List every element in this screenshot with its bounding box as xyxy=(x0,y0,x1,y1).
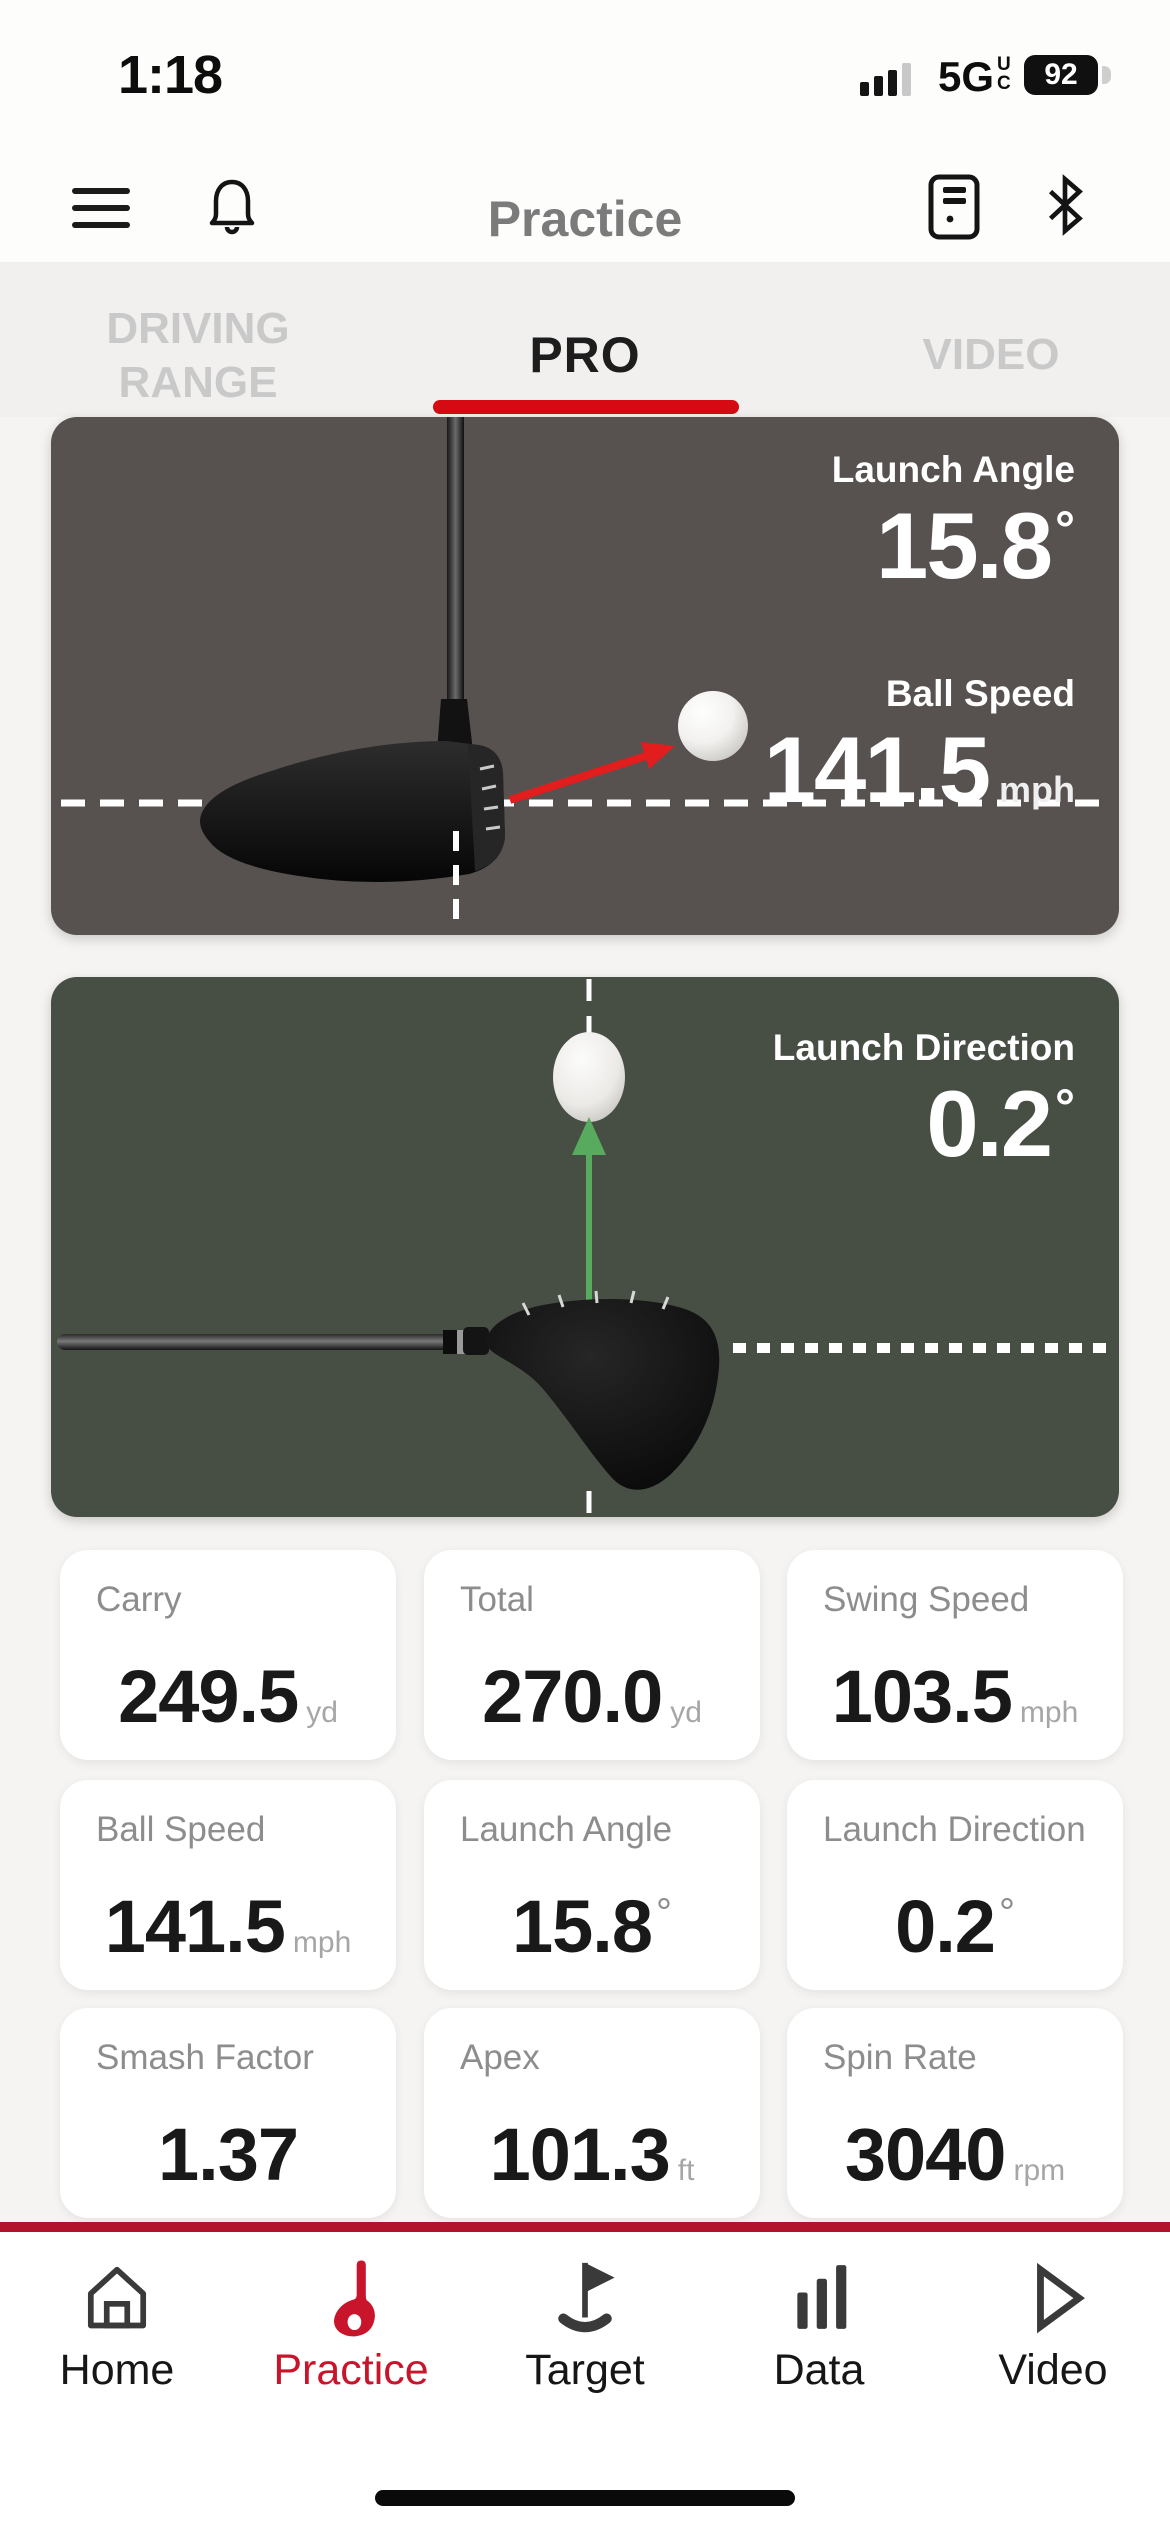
side-view-graphic xyxy=(61,417,1109,929)
golf-ball xyxy=(553,1032,625,1122)
ball-speed-value: 141.5 xyxy=(763,717,991,822)
metric-card-swing-speed: Swing Speed 103.5 mph xyxy=(787,1550,1123,1760)
launch-direction-panel: Launch Direction 0.2° xyxy=(51,977,1119,1517)
home-icon xyxy=(87,2266,147,2329)
top-view-graphic xyxy=(57,979,1109,1513)
metric-card-launch-direction: Launch Direction 0.2 ° xyxy=(787,1780,1123,1990)
target-icon xyxy=(558,2262,615,2333)
metric-card-smash-factor: Smash Factor 1.37 xyxy=(60,2008,396,2218)
menu-icon[interactable] xyxy=(72,188,130,230)
page-title: Practice xyxy=(487,191,683,247)
launch-angle-readout: Launch Angle 15.8° xyxy=(832,449,1075,593)
data-icon xyxy=(797,2265,847,2329)
golf-ball xyxy=(678,691,748,761)
practice-icon xyxy=(334,2260,375,2337)
bottom-nav: Home Practice Target Data xyxy=(0,2232,1170,2532)
metric-card-total: Total 270.0 yd xyxy=(424,1550,760,1760)
ball-speed-label: Ball Speed xyxy=(885,673,1075,714)
degree-symbol: ° xyxy=(1055,501,1075,557)
nav-data[interactable]: Data xyxy=(719,2256,919,2395)
nav-home[interactable]: Home xyxy=(17,2256,217,2395)
tab-video[interactable]: VIDEO xyxy=(922,330,1060,379)
tab-driving-range[interactable]: DRIVING RANGE xyxy=(106,304,290,407)
launch-angle-value: 15.8 xyxy=(876,493,1053,598)
home-indicator[interactable] xyxy=(375,2490,795,2506)
network-type: 5G xyxy=(938,53,995,100)
ball-speed-unit: mph xyxy=(999,769,1075,810)
launch-arrow-red xyxy=(508,751,651,804)
nav-video[interactable]: Video xyxy=(953,2256,1153,2395)
video-icon xyxy=(1037,2262,1085,2334)
scorecard-icon[interactable] xyxy=(928,174,980,240)
metric-card-spin-rate: Spin Rate 3040 rpm xyxy=(787,2008,1123,2218)
nav-target[interactable]: Target xyxy=(485,2256,685,2395)
tab-pro[interactable]: PRO xyxy=(529,327,641,383)
nav-divider xyxy=(0,2222,1170,2232)
launch-angle-label: Launch Angle xyxy=(831,449,1075,490)
active-tab-indicator xyxy=(433,400,739,414)
metric-card-carry: Carry 249.5 yd xyxy=(60,1550,396,1760)
battery-icon: 92 xyxy=(1024,55,1098,95)
nav-practice[interactable]: Practice xyxy=(251,2256,451,2395)
ball-speed-readout: Ball Speed 141.5 mph xyxy=(764,673,1075,817)
bluetooth-icon[interactable] xyxy=(1040,172,1090,238)
network-indicator: 5G U C xyxy=(938,53,1011,101)
launch-direction-readout: Launch Direction 0.2° xyxy=(773,1027,1075,1171)
launch-direction-label: Launch Direction xyxy=(772,1027,1075,1068)
notifications-icon[interactable] xyxy=(200,174,264,238)
battery-level: 92 xyxy=(1044,58,1078,91)
metric-card-apex: Apex 101.3 ft xyxy=(424,2008,760,2218)
signal-icon xyxy=(860,58,922,98)
battery-nub xyxy=(1102,66,1111,84)
launch-direction-value: 0.2 xyxy=(926,1071,1053,1176)
metric-card-launch-angle: Launch Angle 15.8 ° xyxy=(424,1780,760,1990)
clock: 1:18 xyxy=(118,45,223,105)
metric-card-ball-speed: Ball Speed 141.5 mph xyxy=(60,1780,396,1990)
network-badge: U C xyxy=(997,54,1011,94)
tab-strip: DRIVING RANGE PRO VIDEO xyxy=(0,262,1170,417)
launch-angle-panel: Launch Angle 15.8° Ball Speed 141.5 mph xyxy=(51,417,1119,935)
degree-symbol: ° xyxy=(1055,1079,1075,1135)
